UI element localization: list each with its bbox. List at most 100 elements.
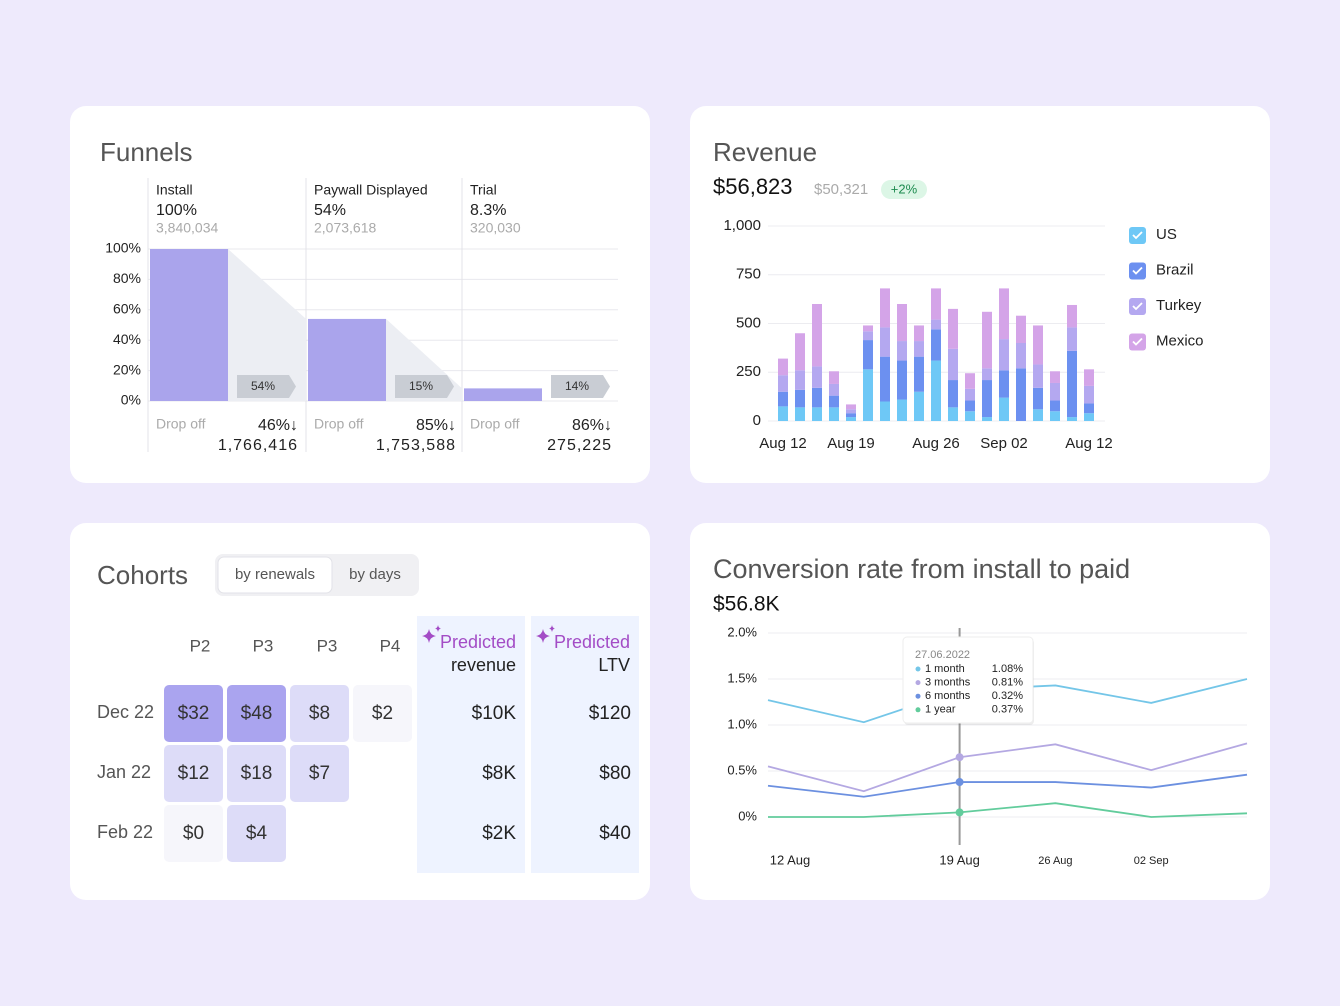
- column-header: P2: [190, 636, 211, 655]
- x-tick-label: Aug 12: [759, 435, 807, 452]
- bar-segment: [914, 356, 924, 392]
- bar-segment: [812, 366, 822, 388]
- bar-segment: [1067, 304, 1077, 328]
- bar-segment: [1033, 325, 1043, 365]
- bar-segment: [931, 329, 941, 361]
- cohort-value: $18: [241, 763, 273, 784]
- predicted-header: revenue: [451, 655, 516, 675]
- step-count: 320,030: [470, 220, 521, 236]
- tooltip-dot: [915, 666, 921, 672]
- predicted-header: Predicted: [554, 632, 630, 652]
- bar-segment: [1067, 350, 1077, 418]
- y-tick-label: 40%: [113, 331, 141, 347]
- bar-segment: [863, 369, 873, 421]
- line-series: [767, 773, 1248, 798]
- bar-segment: [1084, 413, 1094, 421]
- step-name: Paywall Displayed: [314, 182, 428, 198]
- cohort-cell: [164, 805, 223, 862]
- x-tick-label: Sep 02: [980, 435, 1028, 452]
- x-tick-label: Aug 12: [1065, 435, 1113, 452]
- cohort-cell: [290, 745, 349, 802]
- y-tick-label: 250: [736, 363, 761, 380]
- funnel-bar: [150, 249, 228, 401]
- y-tick-label: 0%: [738, 808, 757, 823]
- cohort-cell: [227, 685, 286, 742]
- tooltip-name: 1 month: [925, 663, 965, 675]
- tooltip-value: 1.08%: [992, 663, 1023, 675]
- tooltip-value: 0.32%: [992, 690, 1023, 702]
- bar-segment: [1033, 387, 1043, 410]
- y-tick-label: 20%: [113, 361, 141, 377]
- hover-dot: [955, 808, 964, 817]
- bar-segment: [999, 397, 1009, 421]
- bar-segment: [999, 370, 1009, 398]
- y-tick-label: 0%: [121, 392, 141, 408]
- conversion-badge: [395, 375, 454, 398]
- bar-segment: [948, 348, 958, 381]
- drop-count: 275,225: [547, 437, 612, 454]
- bar-segment: [931, 360, 941, 421]
- bar-segment: [965, 373, 975, 389]
- tab-active: [217, 556, 333, 594]
- drop-off-label: Drop off: [314, 416, 364, 432]
- cohort-value: $0: [183, 823, 204, 844]
- row-label: Jan 22: [97, 762, 151, 782]
- bar-segment: [897, 341, 907, 361]
- x-tick-label: Aug 19: [827, 435, 875, 452]
- hover-dot: [955, 753, 964, 762]
- bar-segment: [846, 409, 856, 414]
- bar-segment: [880, 356, 890, 402]
- conversion-label: 54%: [251, 379, 275, 393]
- y-tick-label: 80%: [113, 270, 141, 286]
- card-title: Conversion rate from install to paid: [713, 554, 1130, 584]
- bar-segment: [1084, 369, 1094, 386]
- tooltip-dot: [915, 680, 921, 686]
- legend-check: [1132, 302, 1143, 311]
- step-name: Install: [156, 182, 193, 198]
- bar-segment: [829, 407, 839, 421]
- conversion-label: 15%: [409, 379, 433, 393]
- funnel-bar: [308, 318, 386, 401]
- card-title: Funnels: [100, 137, 193, 167]
- bar-segment: [846, 404, 856, 410]
- bar-segment: [931, 288, 941, 320]
- column-header: P3: [317, 636, 338, 655]
- tooltip-dot: [915, 707, 921, 713]
- x-tick-label: 19 Aug: [939, 852, 980, 867]
- step-percent: 100%: [156, 202, 197, 219]
- y-tick-label: 0: [753, 412, 761, 429]
- bar-segment: [982, 417, 992, 421]
- step-count: 2,073,618: [314, 220, 376, 236]
- drop-off-label: Drop off: [156, 416, 206, 432]
- bar-segment: [1016, 368, 1026, 421]
- row-label: Feb 22: [97, 822, 153, 842]
- funnel-shadow: [228, 249, 306, 401]
- bar-segment: [1050, 411, 1060, 421]
- line-series: [767, 742, 1248, 793]
- bar-segment: [999, 339, 1009, 371]
- cohort-cell: [164, 685, 223, 742]
- drop-percent: 86%↓: [572, 417, 612, 434]
- y-tick-label: 750: [736, 266, 761, 283]
- drop-percent: 46%↓: [258, 417, 298, 434]
- bar-segment: [1033, 409, 1043, 421]
- bar-segment: [778, 375, 788, 392]
- y-tick-label: 1.0%: [727, 716, 757, 731]
- legend-check: [1132, 337, 1143, 346]
- drop-percent: 85%↓: [416, 417, 456, 434]
- bar-segment: [1033, 364, 1043, 388]
- predicted-value: $10K: [472, 703, 517, 724]
- column-header: P3: [253, 636, 274, 655]
- tooltip-value: 0.81%: [992, 677, 1023, 689]
- x-tick-label: 02 Sep: [1134, 855, 1169, 867]
- bar-segment: [897, 304, 907, 342]
- tooltip: [902, 636, 1034, 724]
- bar-segment: [812, 304, 822, 367]
- cohort-value: $2: [372, 703, 393, 724]
- line-series: [768, 802, 1248, 818]
- drop-off-label: Drop off: [470, 416, 520, 432]
- hover-dot: [955, 778, 964, 787]
- bar-segment: [795, 389, 805, 408]
- x-tick-label: 12 Aug: [770, 852, 811, 867]
